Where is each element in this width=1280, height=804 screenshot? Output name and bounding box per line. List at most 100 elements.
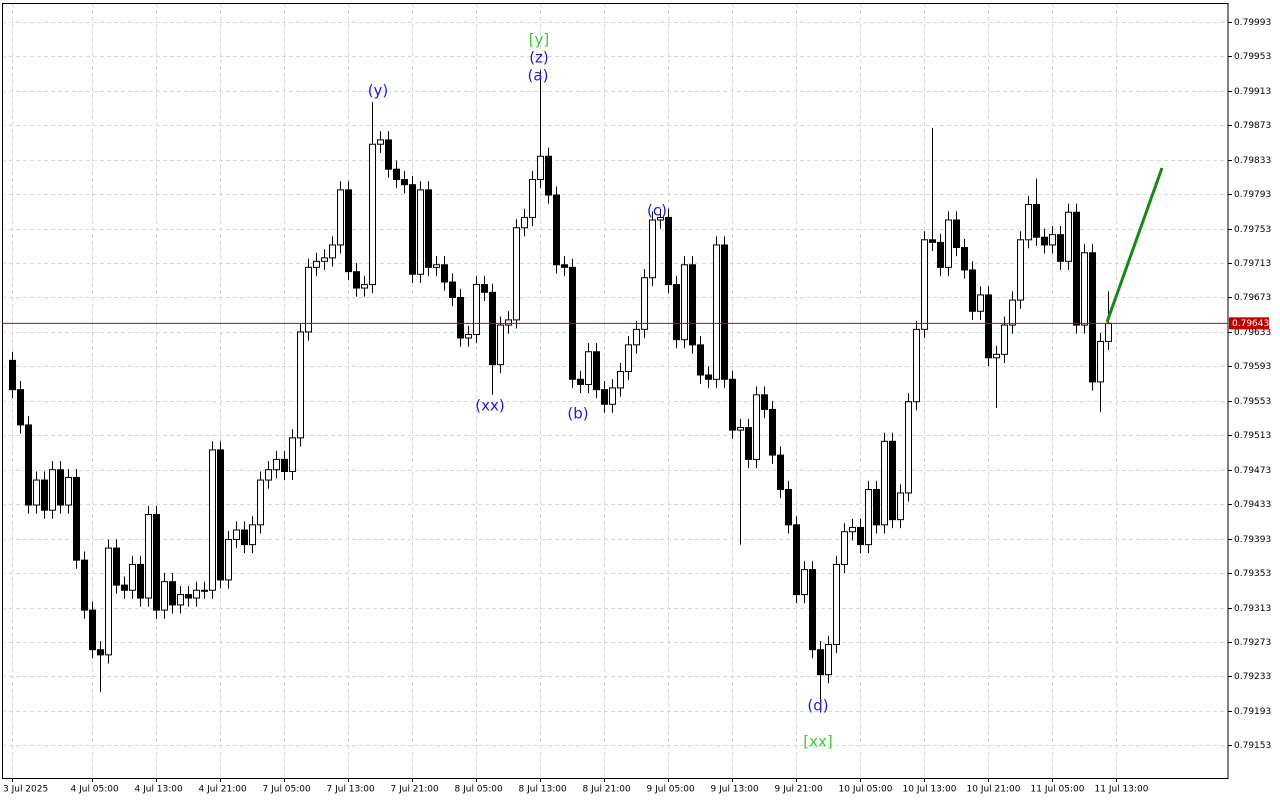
candle-body: [657, 216, 664, 221]
candle-body: [201, 589, 208, 592]
candle-body: [833, 563, 840, 646]
x-tick-label: 9 Jul 13:00: [711, 785, 760, 795]
candle-body: [145, 514, 152, 599]
candle-body: [561, 264, 568, 268]
candle-body: [425, 189, 432, 268]
x-tick-label: 7 Jul 13:00: [327, 785, 376, 795]
candle-body: [353, 271, 360, 289]
y-tick-label: 0.79313: [1234, 604, 1271, 614]
y-tick-label: 0.79153: [1234, 741, 1271, 751]
candle-body: [361, 284, 368, 289]
candle-body: [905, 401, 912, 494]
candle-body: [481, 284, 488, 293]
candle-body: [609, 387, 616, 405]
x-tick-label: 8 Jul 21:00: [583, 785, 632, 795]
candle-body: [865, 489, 872, 546]
x-tick-label: 8 Jul 05:00: [455, 785, 504, 795]
candle-body: [1033, 204, 1040, 238]
candle-body: [857, 526, 864, 546]
candle-body: [817, 649, 824, 676]
candle-body: [113, 547, 120, 586]
candle-body: [57, 469, 64, 506]
candle-body: [305, 266, 312, 333]
candle-body: [409, 184, 416, 275]
candle-body: [129, 563, 136, 591]
candle-body: [1049, 234, 1056, 246]
y-tick-label: 0.79553: [1234, 397, 1271, 407]
candle-body: [137, 563, 144, 599]
x-tick-label: 10 Jul 21:00: [967, 785, 1021, 795]
candle-body: [825, 644, 832, 676]
candle-body: [465, 334, 472, 339]
candle-body: [513, 227, 520, 321]
y-tick-label: 0.79353: [1234, 569, 1271, 579]
candle-body: [441, 264, 448, 283]
candle-body: [929, 239, 936, 243]
x-tick-label: 4 Jul 05:00: [71, 785, 120, 795]
wave-label: [xx]: [803, 733, 832, 751]
candle-body: [1041, 236, 1048, 246]
candle-body: [1081, 252, 1088, 326]
x-tick-label: 11 Jul 13:00: [1095, 785, 1149, 795]
current-price-box: [1229, 317, 1269, 330]
candle-body: [97, 649, 104, 656]
y-tick-label: 0.79993: [1234, 18, 1271, 28]
wave-label: [y]: [529, 31, 550, 49]
candle-body: [273, 458, 280, 471]
candle-body: [377, 139, 384, 145]
candle-body: [89, 609, 96, 651]
candle-body: [649, 219, 656, 279]
candle-body: [417, 189, 424, 275]
candle-body: [433, 264, 440, 268]
candle-body: [809, 569, 816, 651]
projection-line: [1105, 167, 1164, 323]
x-tick-label: 4 Jul 13:00: [135, 785, 184, 795]
candle-body: [969, 269, 976, 312]
candle-body: [257, 479, 264, 526]
candle-body: [705, 374, 712, 380]
candle-body: [953, 219, 960, 249]
candle-body: [1017, 239, 1024, 301]
candle-body: [505, 319, 512, 326]
candle-body: [1105, 322, 1112, 342]
y-tick-label: 0.79393: [1234, 535, 1271, 545]
candle-body: [529, 179, 536, 218]
candle-body: [497, 324, 504, 366]
y-tick-label: 0.79833: [1234, 156, 1271, 166]
candle-body: [921, 239, 928, 330]
candle-body: [265, 469, 272, 481]
candle-body: [721, 244, 728, 380]
candle-body: [961, 247, 968, 271]
x-tick-label: 4 Jul 21:00: [199, 785, 248, 795]
y-tick-label: 0.79633: [1234, 328, 1271, 338]
candle-body: [401, 179, 408, 186]
y-tick-label: 0.79713: [1234, 259, 1271, 269]
y-tick-label: 0.79593: [1234, 362, 1271, 372]
candle-body: [457, 297, 464, 339]
candle-body: [945, 219, 952, 268]
y-tick-label: 0.79953: [1234, 52, 1271, 62]
y-tick-label: 0.79793: [1234, 190, 1271, 200]
x-tick-label: 8 Jul 13:00: [519, 785, 568, 795]
candle-body: [1097, 340, 1104, 383]
candle-body: [233, 529, 240, 540]
x-tick-label: 11 Jul 05:00: [1031, 785, 1085, 795]
candle-body: [553, 194, 560, 266]
candle-body: [369, 143, 376, 286]
candle-body: [737, 427, 744, 431]
candle-body: [1009, 299, 1016, 326]
candle-body: [1025, 204, 1032, 241]
candle-body: [105, 547, 112, 656]
x-tick-label: 10 Jul 05:00: [839, 785, 893, 795]
candle-body: [769, 408, 776, 456]
candle-body: [841, 531, 848, 565]
candle-body: [713, 244, 720, 380]
candle-body: [1089, 252, 1096, 383]
candle-body: [1065, 211, 1072, 262]
candle-body: [593, 351, 600, 391]
y-tick-label: 0.79873: [1234, 121, 1271, 131]
candle-body: [25, 424, 32, 506]
candle-body: [225, 538, 232, 581]
candle-body: [913, 328, 920, 403]
candle-body: [673, 284, 680, 341]
